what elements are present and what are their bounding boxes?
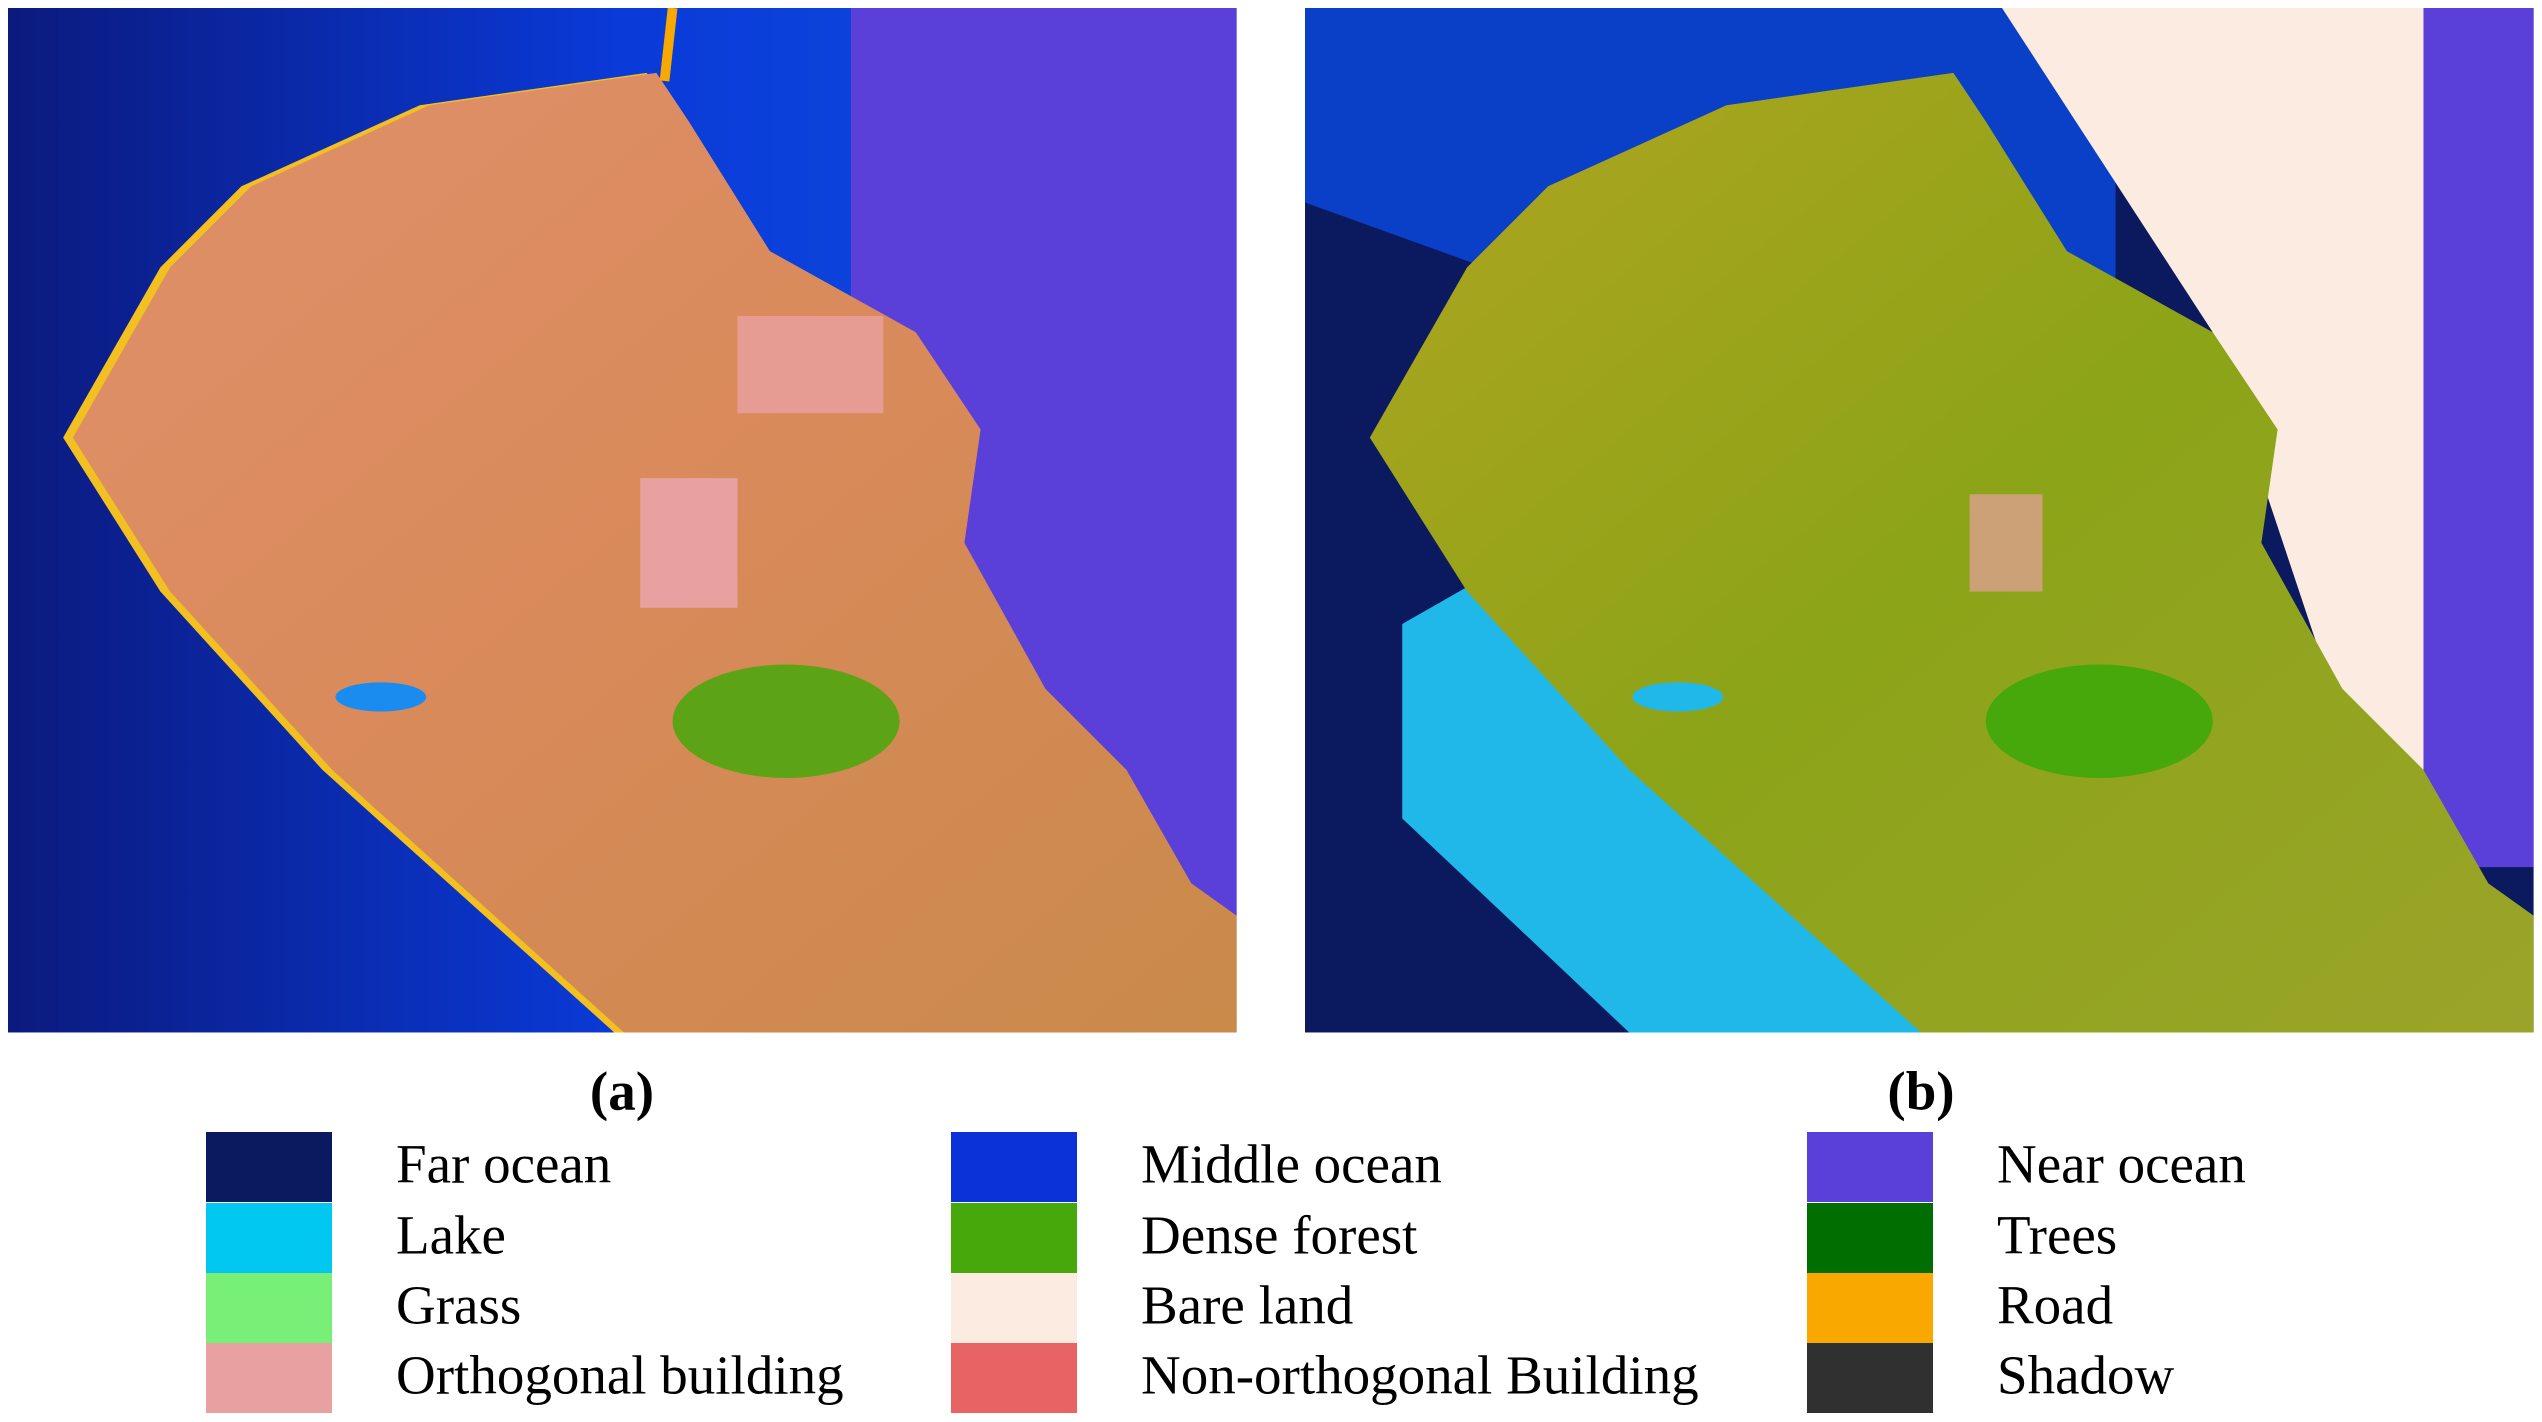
legend-swatch [206,1343,332,1413]
legend-swatch [951,1132,1077,1202]
legend-swatch [206,1132,332,1202]
legend-swatch [1807,1343,1933,1413]
map-a [8,8,1237,1033]
legend-swatch [951,1273,1077,1343]
legend-swatch [951,1203,1077,1273]
legend-swatch [206,1273,332,1343]
legend-swatch [951,1343,1077,1413]
panel-label: (a) [590,1061,654,1122]
legend-label: Lake [396,1205,506,1266]
map-b [1305,8,2534,1033]
legend-label: Road [1997,1275,2113,1336]
legend-swatch [1807,1203,1933,1273]
legend-label: Trees [1997,1205,2117,1266]
legend-label: Near ocean [1997,1134,2246,1195]
legend-label: Dense forest [1141,1205,1417,1266]
legend-label: Non-orthogonal Building [1141,1345,1699,1406]
legend-label: Middle ocean [1141,1134,1442,1195]
legend-swatch [1807,1132,1933,1202]
legend-swatch [1807,1273,1933,1343]
panel-label: (b) [1887,1061,1954,1122]
legend-label: Orthogonal building [396,1345,844,1406]
legend-swatch [206,1203,332,1273]
legend-label: Far ocean [396,1134,611,1195]
legend-label: Grass [396,1275,521,1336]
legend-label: Shadow [1997,1345,2175,1406]
panel-labels: (a) (b) [590,1061,1955,1122]
legend: Far ocean Middle ocean Near ocean Lake Dense… [206,1132,2246,1413]
legend-label: Bare land [1141,1275,1353,1336]
